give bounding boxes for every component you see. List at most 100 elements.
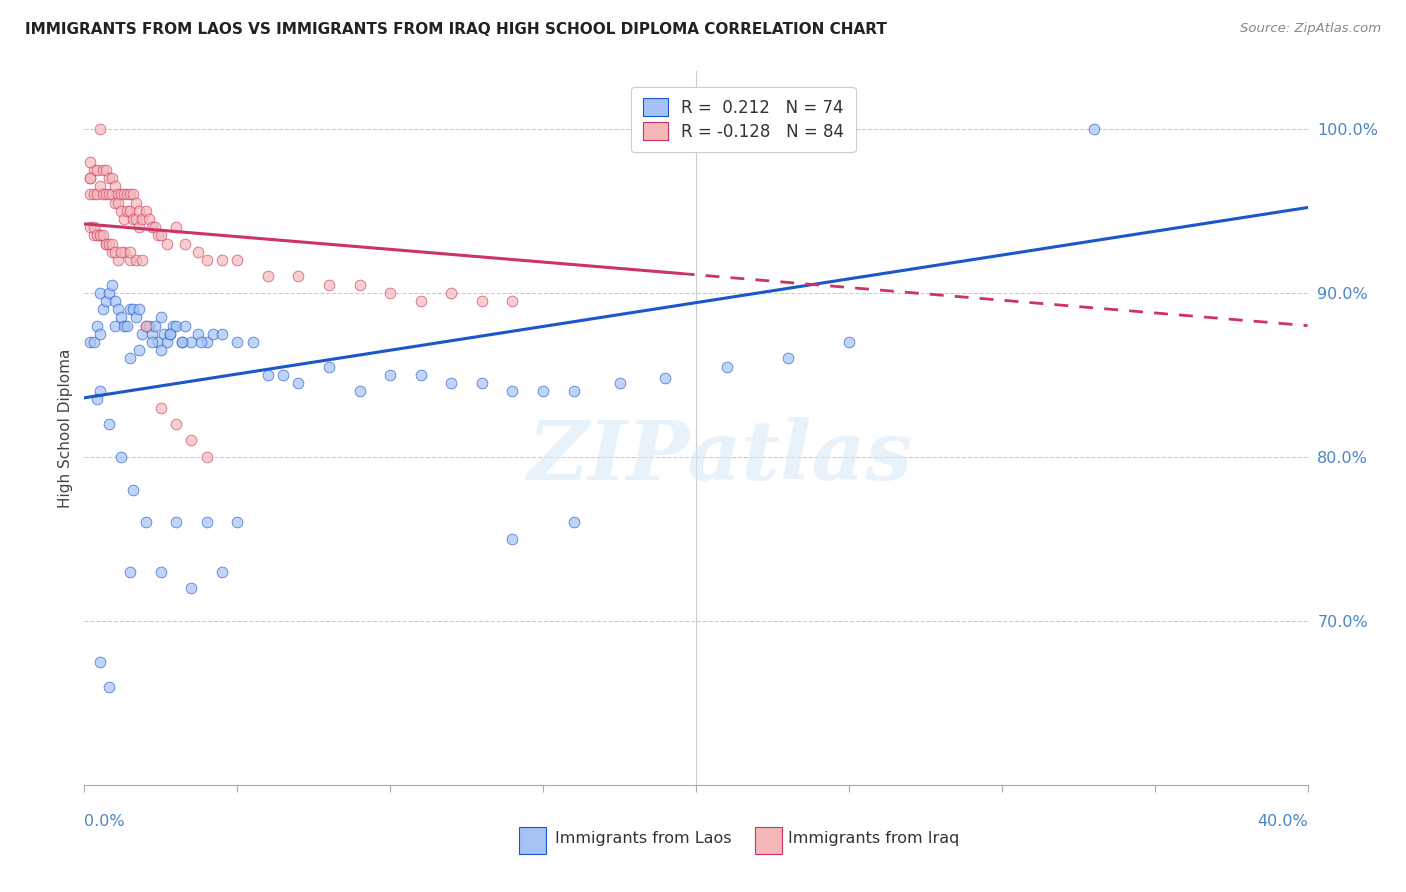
Point	[94, 187, 117, 202]
Point	[86, 162, 108, 177]
Point	[79, 171, 101, 186]
Text: Source: ZipAtlas.com: Source: ZipAtlas.com	[1240, 22, 1381, 36]
Point	[107, 302, 129, 317]
Point	[226, 516, 249, 530]
Point	[190, 334, 212, 349]
Legend: R =  0.212   N = 74, R = -0.128   N = 84: R = 0.212 N = 74, R = -0.128 N = 84	[631, 87, 856, 153]
Point	[162, 318, 184, 333]
Point	[562, 384, 585, 399]
Point	[440, 376, 463, 390]
Point	[112, 244, 135, 259]
Point	[380, 368, 402, 382]
Point	[287, 269, 309, 284]
Point	[86, 187, 108, 202]
Point	[110, 310, 132, 325]
Text: 0.0%: 0.0%	[84, 814, 125, 829]
Point	[318, 277, 340, 292]
Point	[135, 516, 157, 530]
Point	[143, 318, 166, 333]
Point	[128, 302, 150, 317]
Point	[97, 187, 120, 202]
Point	[211, 252, 233, 267]
Point	[502, 532, 524, 546]
Point	[101, 171, 124, 186]
Point	[195, 450, 218, 464]
Point	[86, 228, 108, 243]
Text: Immigrants from Laos: Immigrants from Laos	[555, 831, 731, 846]
Point	[131, 212, 153, 227]
Point	[159, 326, 181, 341]
Point	[165, 516, 187, 530]
Point	[120, 252, 142, 267]
Point	[159, 326, 181, 341]
Point	[165, 220, 187, 235]
Point	[110, 187, 132, 202]
Point	[89, 326, 111, 341]
Point	[120, 244, 142, 259]
Point	[86, 392, 108, 407]
Point	[440, 285, 463, 300]
Point	[131, 326, 153, 341]
Point	[89, 228, 111, 243]
Point	[776, 351, 799, 366]
Point	[141, 220, 163, 235]
Point	[471, 376, 494, 390]
Point	[115, 203, 138, 218]
Point	[716, 359, 738, 374]
Point	[149, 310, 172, 325]
Point	[195, 516, 218, 530]
Point	[89, 179, 111, 194]
Point	[211, 326, 233, 341]
Point	[138, 212, 160, 227]
Point	[125, 212, 148, 227]
Point	[115, 318, 138, 333]
Text: 40.0%: 40.0%	[1257, 814, 1308, 829]
Point	[79, 334, 101, 349]
Point	[125, 310, 148, 325]
Point	[186, 326, 208, 341]
Point	[172, 334, 194, 349]
Point	[165, 318, 187, 333]
Point	[138, 318, 160, 333]
Point	[83, 162, 105, 177]
Point	[409, 293, 432, 308]
Point	[115, 187, 138, 202]
Point	[195, 252, 218, 267]
Point	[101, 236, 124, 251]
Point	[174, 236, 197, 251]
Point	[135, 318, 157, 333]
Point	[91, 187, 114, 202]
Point	[172, 334, 194, 349]
Point	[110, 203, 132, 218]
Point	[101, 277, 124, 292]
Point	[271, 368, 294, 382]
Point	[226, 252, 249, 267]
Point	[562, 516, 585, 530]
Point	[107, 187, 129, 202]
Point	[122, 483, 145, 497]
Point	[141, 334, 163, 349]
Point	[531, 384, 554, 399]
Point	[128, 220, 150, 235]
Text: Immigrants from Iraq: Immigrants from Iraq	[787, 831, 959, 846]
Point	[89, 228, 111, 243]
Point	[79, 154, 101, 169]
Text: ZIPatlas: ZIPatlas	[527, 417, 912, 497]
Point	[110, 244, 132, 259]
Point	[149, 343, 172, 358]
Point	[146, 334, 169, 349]
Point	[349, 384, 371, 399]
Point	[91, 228, 114, 243]
Point	[120, 565, 142, 579]
Point	[83, 220, 105, 235]
Point	[91, 162, 114, 177]
Point	[186, 244, 208, 259]
Point	[104, 179, 127, 194]
Point	[104, 293, 127, 308]
Point	[226, 334, 249, 349]
FancyBboxPatch shape	[755, 827, 782, 855]
FancyBboxPatch shape	[519, 827, 546, 855]
Point	[122, 212, 145, 227]
Point	[257, 368, 280, 382]
Point	[107, 195, 129, 210]
